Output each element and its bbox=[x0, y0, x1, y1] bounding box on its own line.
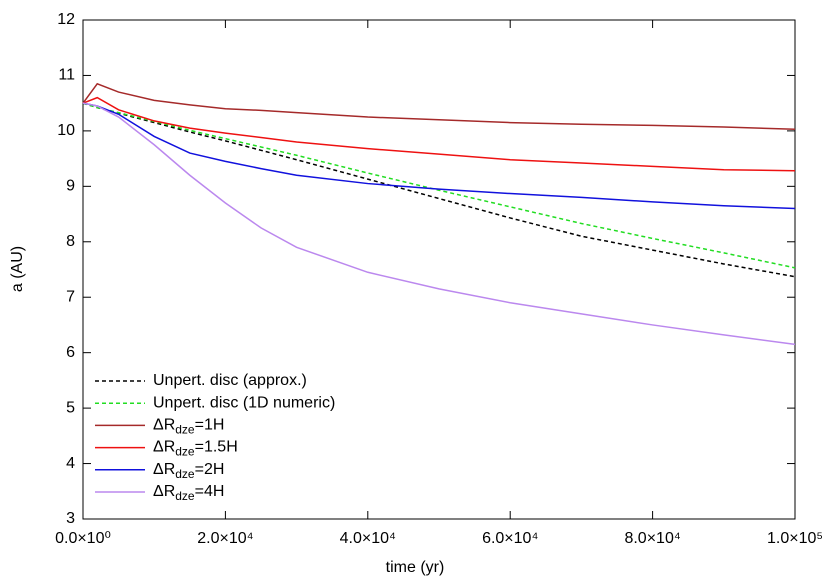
series-line bbox=[82, 102, 796, 269]
x-tick-label: 8.0×10⁴ bbox=[624, 530, 680, 547]
series-line bbox=[82, 102, 796, 210]
x-tick-label: 4.0×10⁴ bbox=[340, 530, 396, 547]
series-line bbox=[82, 102, 796, 346]
y-tick-label: 6 bbox=[66, 344, 75, 361]
y-tick-label: 7 bbox=[66, 288, 75, 305]
legend-label: ΔRdze=4H bbox=[153, 483, 224, 503]
legend-label: ΔRdze=1H bbox=[153, 417, 224, 437]
y-tick-label: 4 bbox=[66, 455, 75, 472]
legend-label: ΔRdze=1.5H bbox=[153, 439, 238, 459]
legend-label: Unpert. disc (approx.) bbox=[153, 372, 307, 389]
x-axis-label: time (yr) bbox=[386, 559, 445, 576]
y-tick-label: 12 bbox=[57, 11, 75, 28]
y-tick-label: 8 bbox=[66, 233, 75, 250]
series-line bbox=[82, 82, 796, 130]
series-line bbox=[82, 96, 796, 172]
y-axis-label: a (AU) bbox=[9, 246, 26, 292]
x-tick-label: 2.0×10⁴ bbox=[197, 530, 253, 547]
x-tick-label: 6.0×10⁴ bbox=[482, 530, 538, 547]
legend-label: ΔRdze=2H bbox=[153, 461, 224, 481]
x-tick-label: 1.0×10⁵ bbox=[767, 530, 823, 547]
legend-label: Unpert. disc (1D numeric) bbox=[153, 394, 335, 411]
y-tick-label: 11 bbox=[58, 67, 75, 84]
y-tick-label: 3 bbox=[66, 510, 75, 527]
y-tick-label: 10 bbox=[57, 122, 75, 139]
plot-frame bbox=[82, 19, 796, 520]
x-tick-label: 0.0×10⁰ bbox=[55, 530, 111, 547]
y-tick-label: 9 bbox=[66, 178, 75, 195]
y-tick-label: 5 bbox=[66, 399, 75, 416]
